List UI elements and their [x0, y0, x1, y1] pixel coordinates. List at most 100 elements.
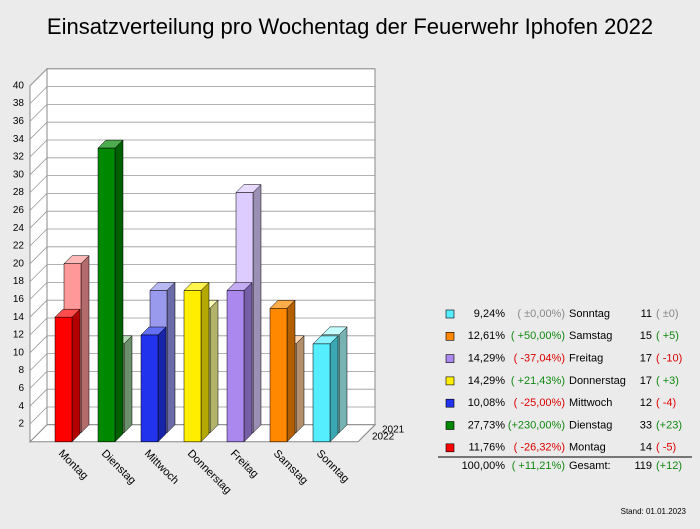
- bar-side: [209, 299, 219, 434]
- legend-name: Donnerstag: [569, 375, 626, 387]
- grid-line: [29, 139, 375, 158]
- legend-count: 12: [640, 397, 652, 409]
- footer: Stand: 01.01.2023: [621, 507, 687, 516]
- y-tick-label: 12: [13, 330, 25, 341]
- x-tick-label: Mittwoch: [142, 448, 181, 487]
- bar-side: [286, 299, 296, 443]
- bar-front: [140, 334, 159, 443]
- bar: [312, 335, 339, 443]
- bar-front: [97, 147, 116, 443]
- grid-line: [29, 192, 375, 211]
- total-share: 100,00%: [462, 460, 506, 472]
- bar-front: [312, 343, 331, 443]
- x-tick-label: Freitag: [228, 448, 261, 481]
- y-tick-label: 24: [13, 223, 25, 234]
- series-label: 2022: [372, 432, 395, 443]
- legend-marker: [445, 309, 455, 319]
- bar: [97, 139, 124, 443]
- legend-marker: [445, 398, 455, 408]
- y-tick-label: 8: [18, 365, 24, 376]
- x-tick-label: Sonntag: [314, 448, 351, 485]
- x-tick-label: Donnerstag: [185, 448, 234, 497]
- legend-count: 17: [640, 375, 652, 387]
- bar: [269, 299, 296, 443]
- y-tick-label: 16: [13, 294, 25, 305]
- depth-axis: [357, 424, 376, 443]
- grid-line: [29, 104, 375, 122]
- legend-change-pct: (+230,00%): [508, 419, 565, 431]
- legend-marker: [445, 376, 455, 386]
- legend-share: 11,76%: [469, 442, 506, 454]
- total-change-pct: ( +11,21%): [512, 460, 565, 472]
- bar-side: [123, 335, 133, 434]
- grid-line: [29, 175, 375, 193]
- bar-front: [183, 290, 202, 443]
- bar-side: [166, 281, 176, 434]
- grid-line: [29, 210, 375, 229]
- legend-name: Montag: [569, 442, 606, 454]
- y-tick-label: 40: [13, 80, 25, 91]
- x-tick-label: Samstag: [271, 448, 310, 487]
- y-tick-label: 32: [13, 152, 25, 163]
- legend-marker: [445, 421, 455, 430]
- bar-side: [157, 326, 167, 443]
- y-tick-label: 22: [13, 241, 25, 252]
- legend-count: 15: [640, 330, 652, 342]
- grid-line: [29, 406, 375, 425]
- grid-line: [29, 86, 375, 104]
- bar-side: [329, 335, 339, 443]
- chart-title: Einsatzverteilung pro Wochentag der Feue…: [47, 14, 653, 39]
- legend-name: Sonntag: [569, 308, 610, 320]
- y-tick-label: 30: [13, 169, 25, 180]
- bar-side: [200, 281, 210, 443]
- legend-name: Dienstag: [569, 419, 612, 431]
- grid-line: [29, 121, 375, 140]
- legend-change: ( +3): [656, 375, 679, 387]
- legend-share: 27,73%: [468, 419, 506, 431]
- legend-marker: [445, 443, 455, 453]
- grid-line: [29, 317, 375, 336]
- legend-count: 17: [640, 353, 652, 365]
- legend-name: Mittwoch: [569, 397, 612, 409]
- grid-line: [29, 246, 375, 265]
- legend-marker: [445, 331, 455, 341]
- y-tick-label: 36: [13, 116, 25, 127]
- grid-line: [29, 281, 375, 300]
- bar-side: [252, 183, 262, 434]
- bar-side: [295, 335, 305, 434]
- x-tick-label: Dienstag: [99, 448, 138, 487]
- grid-line: [29, 264, 375, 282]
- grid-line: [29, 335, 375, 354]
- y-tick-label: 34: [13, 134, 25, 145]
- grid-line: [29, 353, 375, 371]
- grid-line: [29, 228, 375, 247]
- legend-count: 14: [640, 442, 652, 454]
- legend-change-pct: ( +50,00%): [511, 330, 565, 342]
- y-tick-label: 20: [13, 258, 25, 269]
- legend-share: 14,29%: [468, 375, 506, 387]
- series-label: 2021: [382, 425, 405, 436]
- y-tick-label: 28: [13, 187, 25, 198]
- y-tick-label: 6: [18, 383, 24, 394]
- legend-change-pct: ( +21,43%): [511, 375, 565, 387]
- legend-share: 14,29%: [468, 353, 506, 365]
- bar-front: [269, 308, 288, 443]
- total-count: 119: [634, 460, 652, 472]
- y-tick-label: 38: [13, 98, 25, 109]
- legend-change-pct: ( ±0,00%): [517, 308, 565, 320]
- legend-change: ( -5): [656, 442, 676, 454]
- legend-change-pct: ( -26,32%): [514, 442, 565, 454]
- y-tick-label: 18: [13, 276, 25, 287]
- legend-change: (+23): [656, 419, 682, 431]
- bar: [140, 326, 167, 443]
- y-tick-label: 14: [13, 312, 25, 323]
- grid-line: [29, 370, 375, 389]
- bar-side: [114, 139, 124, 443]
- bar-side: [338, 326, 348, 434]
- legend-share: 10,08%: [468, 397, 506, 409]
- legend-name: Freitag: [569, 353, 603, 365]
- bar-side: [80, 255, 90, 434]
- legend-change: ( -4): [656, 397, 676, 409]
- y-tick-label: 4: [18, 401, 24, 412]
